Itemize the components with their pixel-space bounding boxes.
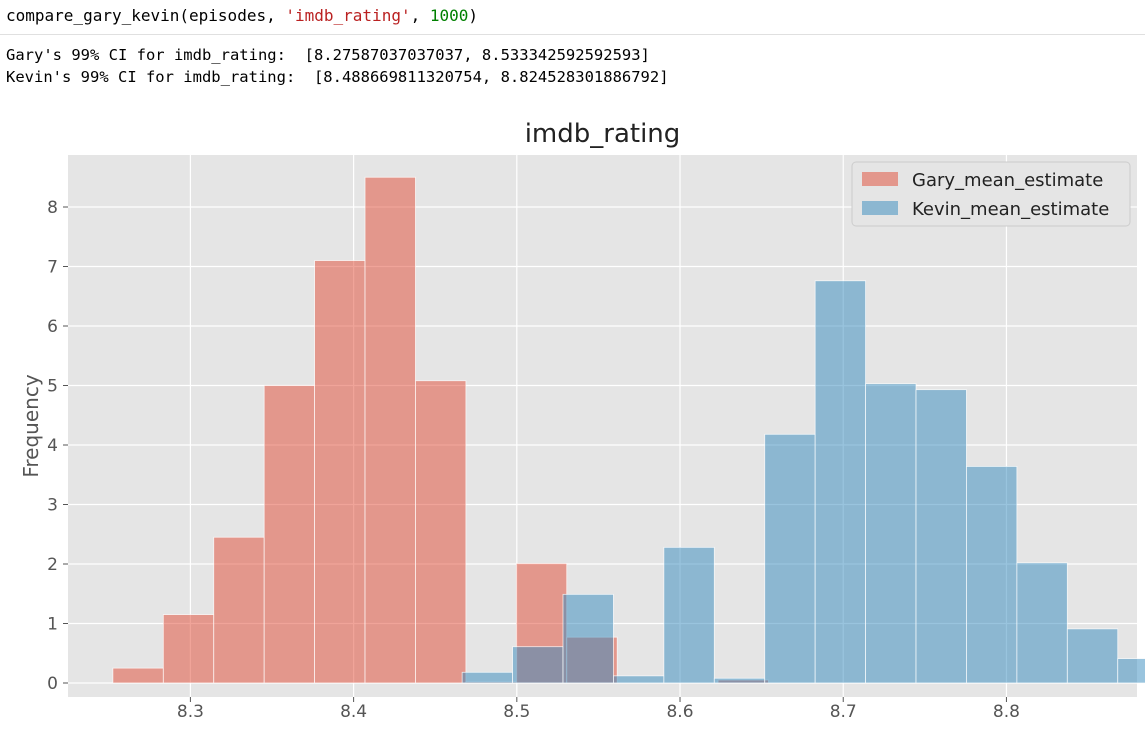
kevin-histogram-bar [814, 280, 866, 684]
gary-histogram-bar [263, 385, 316, 684]
code-cell-input[interactable]: compare_gary_kevin(episodes, 'imdb_ratin… [6, 4, 478, 28]
kevin-ci-line: Kevin's 99% CI for imdb_rating: [8.48866… [6, 68, 669, 86]
y-tick-label: 6 [47, 317, 58, 337]
cell-divider [0, 34, 1145, 35]
x-tick-label: 8.6 [666, 702, 693, 722]
legend-swatch [862, 201, 898, 215]
y-tick-label: 7 [47, 258, 58, 278]
kevin-histogram-bar [713, 677, 766, 684]
y-tick-label: 8 [47, 198, 58, 218]
code-separator: , [410, 6, 430, 25]
x-tick-label: 8.3 [177, 702, 204, 722]
kevin-histogram-bar [865, 383, 917, 684]
x-tick-label: 8.8 [993, 702, 1020, 722]
code-number-arg: 1000 [429, 6, 469, 25]
kevin-histogram-bar [1117, 658, 1145, 684]
kevin-histogram-bar [663, 546, 715, 684]
gary-ci-line: Gary's 99% CI for imdb_rating: [8.275870… [6, 46, 650, 64]
kevin-histogram-bar [1066, 628, 1119, 684]
kevin-histogram-bar [764, 433, 816, 684]
x-tick-label: 8.7 [830, 702, 857, 722]
gary-histogram-bar [314, 260, 366, 684]
kevin-histogram-bar [562, 593, 614, 684]
legend-label: Gary_mean_estimate [912, 170, 1103, 191]
legend-swatch [862, 172, 898, 186]
x-tick-label: 8.5 [503, 702, 530, 722]
chart-title: imdb_rating [525, 119, 681, 149]
cell-output-text: Gary's 99% CI for imdb_rating: [8.275870… [6, 44, 669, 88]
y-tick-label: 0 [47, 674, 58, 694]
code-string-arg: 'imdb_rating' [285, 6, 411, 25]
y-axis-label: Frequency [19, 374, 43, 477]
x-tick-label: 8.4 [340, 702, 367, 722]
y-tick-label: 3 [47, 496, 58, 516]
kevin-histogram-bar [966, 466, 1018, 684]
kevin-histogram-bar [915, 389, 967, 684]
y-tick-label: 2 [47, 555, 58, 575]
gary-histogram-bar [415, 380, 467, 684]
kevin-histogram-bar [613, 675, 665, 684]
kevin-histogram-bar [461, 671, 513, 684]
kevin-histogram-bar [1016, 562, 1068, 684]
code-function-call: compare_gary_kevin(episodes, [6, 6, 286, 25]
gary-histogram-bar [364, 176, 416, 684]
gary-histogram-bar [162, 614, 215, 684]
y-tick-label: 1 [47, 615, 58, 635]
legend-box [851, 161, 1131, 227]
gary-histogram-bar [112, 667, 164, 684]
gary-histogram-bar [213, 536, 265, 684]
kevin-histogram-bar [512, 646, 564, 684]
legend-label: Kevin_mean_estimate [912, 199, 1109, 220]
y-tick-label: 4 [47, 436, 58, 456]
code-close-paren: ) [468, 6, 479, 25]
y-tick-label: 5 [47, 377, 58, 397]
